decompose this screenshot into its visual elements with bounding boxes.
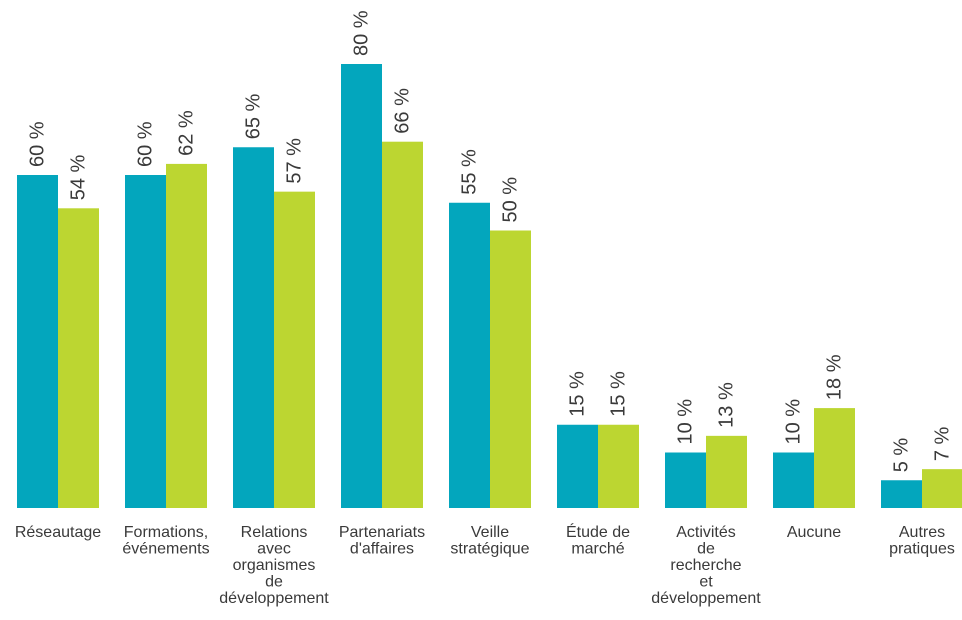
category-label-8: Aucune xyxy=(787,524,841,541)
bar-2-8 xyxy=(814,408,855,508)
bar-2-2 xyxy=(166,163,207,508)
category-label-4: Partenariats d'affaires xyxy=(339,524,425,558)
bar-2-9 xyxy=(922,469,962,508)
category-label-2: Formations, événements xyxy=(122,524,209,558)
category-labels-layer: Réseautage Formations, événements Relations… xyxy=(15,522,955,607)
value-label-2-4: 66 % xyxy=(392,88,414,134)
bar-1-1 xyxy=(17,175,58,508)
bar-1-3 xyxy=(233,147,274,508)
value-label-1-2: 60 % xyxy=(135,121,157,167)
category-label-3: Relations avec organismes de développement xyxy=(219,524,329,607)
value-label-1-8: 10 % xyxy=(783,399,805,445)
value-label-1-7: 10 % xyxy=(675,399,697,445)
bar-1-2 xyxy=(125,175,166,508)
value-label-1-4: 80 % xyxy=(351,10,373,56)
bar-1-4 xyxy=(341,64,382,508)
bar-1-8 xyxy=(773,452,814,508)
bar-2-5 xyxy=(490,230,531,508)
value-label-2-3: 57 % xyxy=(284,138,306,184)
value-label-2-8: 18 % xyxy=(824,354,846,400)
value-label-2-9: 7 % xyxy=(932,426,954,461)
bar-2-7 xyxy=(706,435,747,508)
bars-layer xyxy=(17,64,962,509)
bar-1-6 xyxy=(557,424,598,508)
value-label-2-6: 15 % xyxy=(608,371,630,417)
value-label-2-5: 50 % xyxy=(500,177,522,223)
bar-1-7 xyxy=(665,452,706,508)
bar-1-5 xyxy=(449,202,490,508)
category-label-7: Activités de recherche et développement xyxy=(651,524,761,607)
value-label-1-9: 5 % xyxy=(891,438,913,473)
value-label-1-5: 55 % xyxy=(459,149,481,195)
bar-2-3 xyxy=(274,191,315,508)
value-label-2-2: 62 % xyxy=(176,110,198,156)
bar-1-9 xyxy=(881,480,922,508)
bar-2-1 xyxy=(58,208,99,509)
value-label-2-1: 54 % xyxy=(68,154,90,200)
bar-2-6 xyxy=(598,424,639,508)
value-label-1-3: 65 % xyxy=(243,93,265,139)
value-label-1-1: 60 % xyxy=(27,121,49,167)
value-label-2-7: 13 % xyxy=(716,382,738,428)
category-label-1: Réseautage xyxy=(15,524,101,541)
category-label-5: Veille stratégique xyxy=(450,524,529,558)
bar-2-4 xyxy=(382,141,423,508)
value-labels-layer: 60 % 54 % 60 % 62 % 65 % 57 % 80 % 66 % 55 % 50 %… xyxy=(27,10,954,472)
category-label-9: Autres pratiques xyxy=(889,524,955,558)
value-label-1-6: 15 % xyxy=(567,371,589,417)
category-label-6: Étude de marché xyxy=(566,522,630,558)
